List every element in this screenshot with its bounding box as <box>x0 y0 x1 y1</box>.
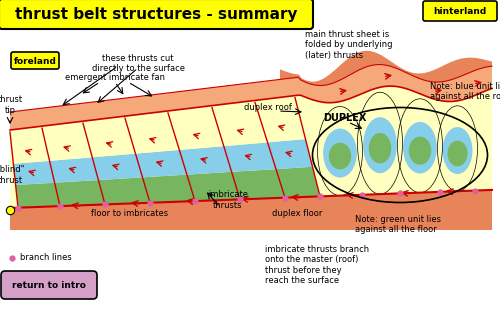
Polygon shape <box>268 139 312 169</box>
Ellipse shape <box>318 107 362 195</box>
Polygon shape <box>10 128 50 164</box>
Polygon shape <box>50 157 98 183</box>
Ellipse shape <box>363 117 397 173</box>
Polygon shape <box>54 180 105 206</box>
FancyBboxPatch shape <box>423 1 497 21</box>
Text: floor to imbricates: floor to imbricates <box>92 209 168 218</box>
Text: these thrusts cut
directly to the surface: these thrusts cut directly to the surfac… <box>92 54 184 74</box>
Polygon shape <box>83 118 136 157</box>
Polygon shape <box>187 172 240 201</box>
Text: thrust belt structures - summary: thrust belt structures - summary <box>15 7 297 22</box>
Text: hinterland: hinterland <box>434 7 486 16</box>
FancyBboxPatch shape <box>0 0 313 29</box>
Text: duplex floor: duplex floor <box>272 209 322 218</box>
Polygon shape <box>42 123 92 161</box>
Text: duplex roof: duplex roof <box>244 102 292 111</box>
Text: DUPLEX: DUPLEX <box>324 113 366 123</box>
Polygon shape <box>280 51 492 85</box>
Text: branch lines: branch lines <box>20 254 72 263</box>
Polygon shape <box>224 143 276 172</box>
Ellipse shape <box>369 133 391 163</box>
Text: "blind"
thrust: "blind" thrust <box>0 165 24 185</box>
Polygon shape <box>168 108 224 150</box>
Text: Note: green unit lies
against all the floor: Note: green unit lies against all the fl… <box>355 215 441 234</box>
Text: emergent imbricate fan: emergent imbricate fan <box>65 74 165 82</box>
Ellipse shape <box>329 143 351 169</box>
Text: Note: blue unit lies
against all the roof: Note: blue unit lies against all the roo… <box>430 82 500 101</box>
Polygon shape <box>232 169 285 199</box>
Polygon shape <box>10 190 492 230</box>
Polygon shape <box>180 146 232 175</box>
Text: return to intro: return to intro <box>12 282 86 291</box>
Polygon shape <box>212 102 268 146</box>
Ellipse shape <box>403 122 437 174</box>
Polygon shape <box>92 154 142 180</box>
Text: imbricate thrusts branch
onto the master (roof)
thrust before they
reach the sur: imbricate thrusts branch onto the master… <box>265 245 369 285</box>
Ellipse shape <box>442 127 472 174</box>
Text: imbricate
thrusts: imbricate thrusts <box>208 190 248 210</box>
Polygon shape <box>136 150 187 178</box>
Polygon shape <box>98 178 150 204</box>
Polygon shape <box>276 167 320 198</box>
Polygon shape <box>125 113 180 154</box>
Polygon shape <box>142 175 195 203</box>
FancyBboxPatch shape <box>11 52 59 69</box>
Polygon shape <box>14 161 54 185</box>
Ellipse shape <box>438 106 478 191</box>
Text: thrust
tip: thrust tip <box>0 95 22 115</box>
Ellipse shape <box>323 129 357 178</box>
Ellipse shape <box>448 141 468 166</box>
Ellipse shape <box>358 92 403 194</box>
Polygon shape <box>255 98 306 143</box>
Polygon shape <box>10 86 492 208</box>
FancyBboxPatch shape <box>1 271 97 299</box>
Text: main thrust sheet is
folded by underlying
(later) thrusts: main thrust sheet is folded by underlyin… <box>305 30 392 60</box>
Ellipse shape <box>398 99 442 193</box>
Polygon shape <box>16 183 60 208</box>
Text: foreland: foreland <box>14 56 56 65</box>
Polygon shape <box>10 65 492 130</box>
Ellipse shape <box>409 137 431 165</box>
